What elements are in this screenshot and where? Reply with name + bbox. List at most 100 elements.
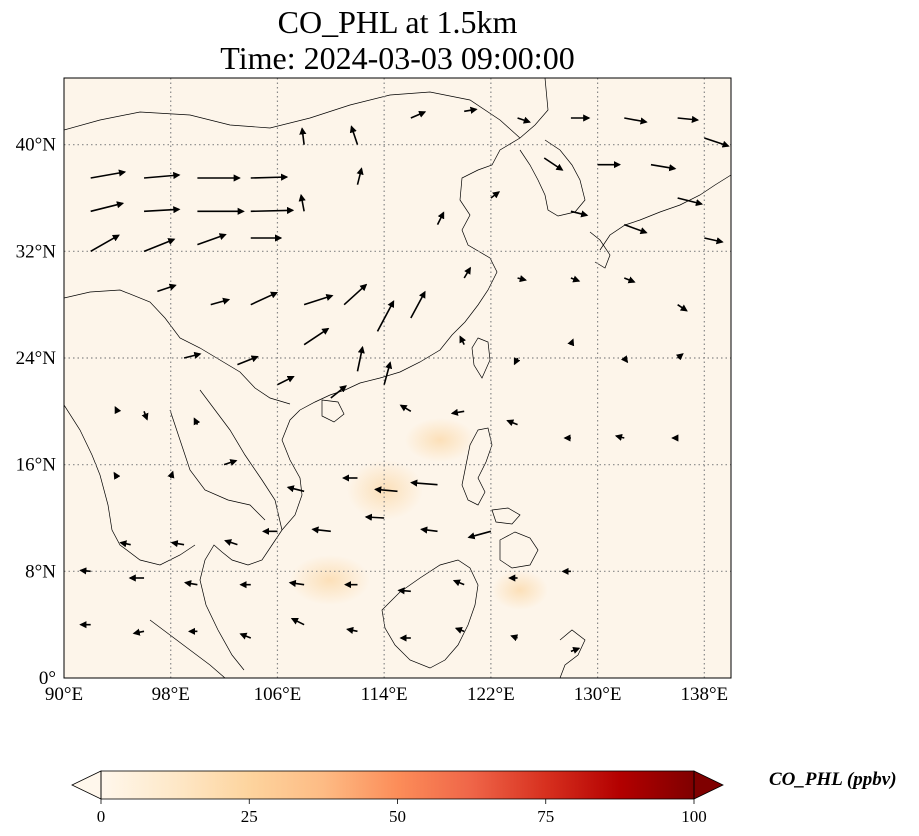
wind-arrow xyxy=(650,163,677,172)
wind-arrow xyxy=(193,417,201,426)
wind-arrow xyxy=(237,355,259,366)
colorbar-tick-label: 0 xyxy=(97,807,106,826)
wind-arrow xyxy=(183,580,198,588)
gridlines xyxy=(64,78,731,678)
wind-arrow xyxy=(224,539,238,546)
wind-arrow xyxy=(364,513,385,521)
latitude-tick-label: 32°N xyxy=(16,241,57,262)
wind-arrow xyxy=(570,210,589,218)
colorbar-title: CO_PHL (ppbv) xyxy=(769,769,897,790)
wind-arrow xyxy=(620,355,629,364)
colorbar: 0 25 50 75 100 xyxy=(71,770,724,826)
concentration-field xyxy=(290,418,548,610)
wind-arrow xyxy=(343,283,368,306)
wind-arrow xyxy=(517,116,531,124)
map-background xyxy=(64,78,731,678)
wind-arrow xyxy=(113,471,121,480)
wind-arrow xyxy=(170,540,185,548)
wind-vectors xyxy=(79,106,730,654)
wind-arrow xyxy=(567,338,575,347)
wind-arrow xyxy=(376,300,395,332)
hainan-coastline xyxy=(321,399,345,423)
wind-arrow xyxy=(90,234,120,253)
wind-arrow xyxy=(119,540,131,548)
wind-arrow xyxy=(459,335,466,346)
wind-arrow xyxy=(197,233,227,246)
latitude-axis: 0° 8°N 16°N 24°N 32°N 40°N xyxy=(16,135,57,689)
wind-arrow xyxy=(677,304,688,312)
latitude-tick-label: 24°N xyxy=(16,348,57,369)
wind-arrow xyxy=(704,137,730,148)
wind-arrow xyxy=(239,632,252,640)
wind-arrow xyxy=(303,294,334,306)
wind-arrow xyxy=(399,404,412,413)
wind-arrow xyxy=(623,276,636,284)
latitude-tick-label: 0° xyxy=(39,668,56,689)
wind-arrow xyxy=(311,526,331,534)
wind-arrow xyxy=(383,361,393,385)
wind-arrow xyxy=(624,223,648,235)
wind-arrow xyxy=(467,530,492,540)
wind-arrow xyxy=(250,291,279,306)
taiwan-coastline xyxy=(471,337,491,379)
wind-arrow xyxy=(410,290,426,319)
wind-arrow xyxy=(290,617,305,626)
china-coastline xyxy=(299,78,549,411)
wind-arrow xyxy=(277,375,295,386)
longitude-tick-label: 138°E xyxy=(680,684,728,705)
longitude-tick-label: 98°E xyxy=(152,684,190,705)
wind-arrow xyxy=(143,238,176,253)
wind-arrow xyxy=(167,470,175,479)
china-interior-border xyxy=(64,289,291,405)
wind-arrow xyxy=(90,201,125,213)
colorbar-min-extension xyxy=(71,770,102,800)
wind-arrow xyxy=(157,283,177,293)
wind-arrow xyxy=(420,526,438,534)
wind-arrow xyxy=(183,351,202,359)
thailand-cambodia-border xyxy=(169,409,266,521)
wind-arrow xyxy=(543,157,564,171)
wind-arrow xyxy=(141,411,149,421)
wind-arrow xyxy=(303,327,330,346)
wind-arrow xyxy=(299,127,307,145)
wind-arrow xyxy=(513,357,521,366)
wind-arrow xyxy=(436,211,445,226)
wind-arrow xyxy=(374,486,398,494)
wind-arrow xyxy=(410,110,427,119)
japan-coastline xyxy=(599,174,731,251)
wind-arrow xyxy=(356,345,365,372)
map-title-line2: Time: 2024-03-03 09:00:00 xyxy=(220,40,575,76)
wind-arrow xyxy=(675,353,684,361)
wind-arrow xyxy=(79,567,91,575)
laos-vietnam-border xyxy=(199,389,283,531)
colorbar-bar xyxy=(101,771,694,799)
wind-arrow xyxy=(250,206,295,215)
wind-arrow xyxy=(330,385,347,399)
wind-arrow xyxy=(517,275,527,283)
wind-arrow xyxy=(346,626,358,634)
wind-arrow xyxy=(90,169,127,179)
map-frame xyxy=(63,77,732,679)
wind-arrow xyxy=(490,191,501,199)
longitude-tick-label: 114°E xyxy=(361,684,408,705)
wind-arrow xyxy=(250,173,289,181)
wind-arrow xyxy=(614,433,625,441)
japan-kyushu-coastline xyxy=(589,231,611,269)
longitude-tick-label: 130°E xyxy=(574,684,622,705)
colorbar-tick-label: 25 xyxy=(241,807,258,826)
wind-arrow xyxy=(397,587,411,595)
colorbar-max-extension xyxy=(693,770,724,800)
wind-arrow xyxy=(464,106,478,114)
colorbar-tick-label: 50 xyxy=(389,807,406,826)
philippines-visayas-coastline xyxy=(491,507,521,525)
wind-arrow xyxy=(506,419,518,427)
wind-arrow xyxy=(463,266,471,279)
sulawesi-coastline xyxy=(559,629,586,678)
wind-arrow xyxy=(410,479,438,487)
wind-arrow xyxy=(677,115,700,124)
sumatra-coastline xyxy=(149,619,226,678)
longitude-tick-label: 122°E xyxy=(467,684,515,705)
wind-arrow xyxy=(114,406,122,415)
longitude-tick-label: 90°E xyxy=(45,684,83,705)
